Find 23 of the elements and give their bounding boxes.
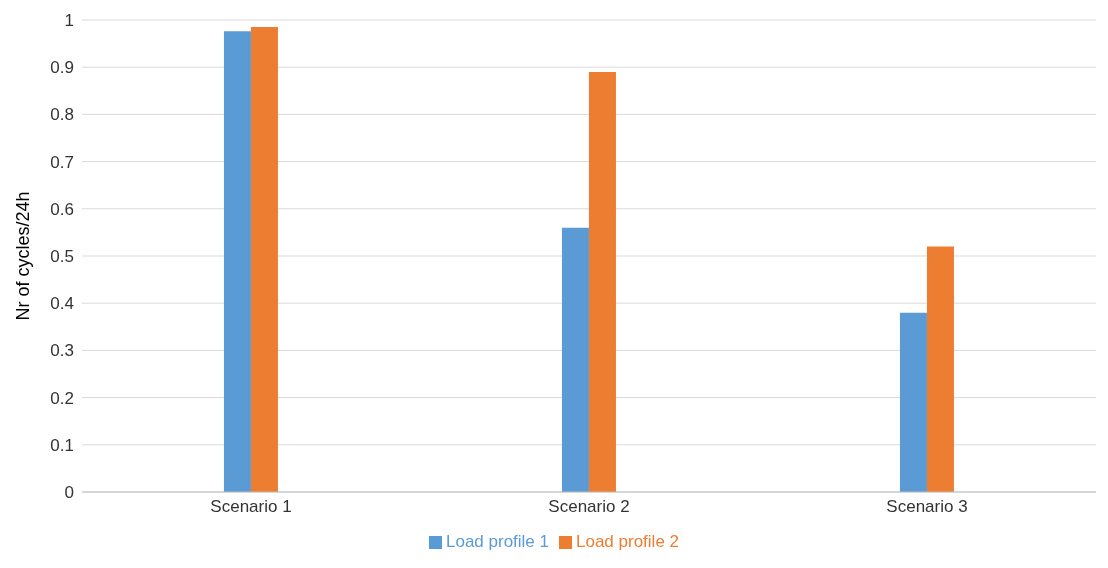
bar (250, 27, 278, 492)
y-tick-label: 0.6 (50, 199, 74, 219)
y-tick-label: 0.3 (50, 341, 74, 361)
y-tick-label: 0.7 (50, 152, 74, 172)
legend-label: Load profile 2 (576, 532, 680, 551)
y-tick-label: 0.8 (50, 105, 74, 125)
x-tick-label: Scenario 1 (210, 497, 292, 517)
y-axis-title: Nr of cycles/24h (13, 191, 34, 321)
y-tick-label: 0.9 (50, 58, 74, 78)
bar (223, 31, 251, 492)
bar (899, 312, 927, 492)
x-tick-label: Scenario 3 (886, 497, 968, 517)
x-tick-label: Scenario 2 (548, 497, 630, 517)
bar (588, 71, 616, 492)
bar (561, 227, 589, 492)
y-tick-label: 1 (64, 11, 74, 31)
legend-label: Load profile 1 (445, 532, 549, 551)
y-tick-label: 0.2 (50, 388, 74, 408)
y-tick-label: 0.5 (50, 247, 74, 267)
bar (926, 246, 954, 492)
y-tick-label: 0.4 (50, 294, 74, 314)
y-tick-label: 0.1 (50, 435, 74, 455)
y-tick-label: 0 (64, 483, 74, 503)
